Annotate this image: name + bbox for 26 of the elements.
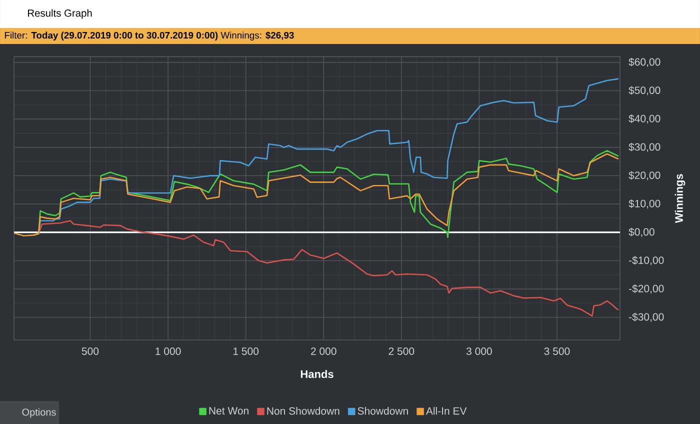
y-tick-label: $20,00 [628, 171, 660, 180]
chart-title: Results Graph [28, 9, 92, 19]
legend-label: All-In EV [426, 406, 467, 415]
x-tick-label: 3 000 [466, 348, 492, 355]
y-tick-label: $60,00 [628, 58, 660, 67]
chart-subtitle: Filter: Today (29.07.2019 0:00 to 30.07.2019 0:00) Winnings: $26,93 [4, 32, 294, 40]
text: Options [22, 408, 56, 418]
x-tick-label: 2 500 [388, 348, 414, 355]
legend-label: Net Won [209, 407, 248, 415]
y-tick-label: -$20,00 [629, 284, 664, 294]
y-tick-label: $10,00 [628, 199, 660, 209]
legend-label: Non Showdown [267, 406, 340, 415]
x-tick-label: 2 000 [311, 348, 336, 355]
y-tick-label: -$10,00 [629, 256, 664, 266]
x-tick-label: 1 500 [233, 348, 259, 355]
x-tick-label: 1 000 [156, 348, 181, 355]
y-tick-label: $50,00 [628, 86, 660, 96]
x-tick-label: 500 [82, 348, 99, 355]
y-tick-label: $30,00 [628, 142, 660, 152]
y-tick-label: -$30,00 [629, 312, 664, 322]
x-axis-title: Hands [300, 370, 334, 378]
legend-label: Showdown [358, 406, 408, 415]
y-tick-label: $40,00 [628, 114, 660, 124]
y-axis-title: Winnings [674, 174, 686, 224]
y-tick-label: $0,00 [628, 228, 654, 237]
x-tick-label: 3 500 [544, 348, 570, 355]
